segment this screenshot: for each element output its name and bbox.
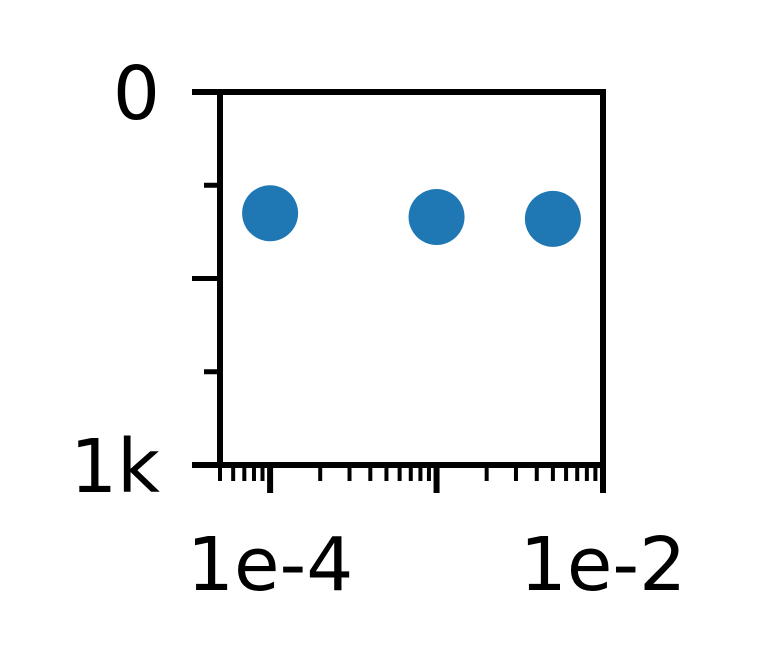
x-tick-label: 1e-2 xyxy=(520,522,686,608)
tick-labels: 0 1k 1e-4 1e-2 xyxy=(70,51,686,608)
x-tick-label: 1e-4 xyxy=(187,522,353,608)
data-point xyxy=(408,188,465,245)
plot-frame xyxy=(217,89,606,468)
data-points xyxy=(242,185,581,247)
y-tick-label: 0 xyxy=(113,51,160,137)
data-point xyxy=(524,190,581,247)
y-tick-label: 1k xyxy=(70,424,160,510)
data-point xyxy=(242,185,299,242)
